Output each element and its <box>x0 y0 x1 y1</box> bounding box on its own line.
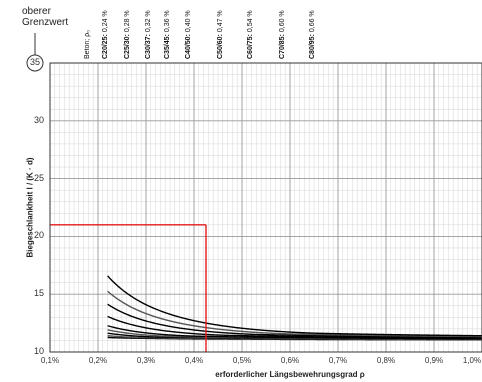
upper-limit-marker <box>26 54 44 72</box>
x-tick-label: 1,0% <box>462 356 482 365</box>
concrete-class-label: C20/25: 0,24 % <box>102 10 109 59</box>
y-tick-label: 15 <box>33 288 44 299</box>
series-curves <box>107 275 482 341</box>
x-tick-label: 0,5% <box>232 356 252 365</box>
concrete-class-label: C60/75: 0,54 % <box>247 10 254 59</box>
concrete-class-label: C80/95: 0,66 % <box>309 10 316 59</box>
x-tick-label: 0,6% <box>280 356 300 365</box>
upper-limit-label: oberer Grenzwert <box>22 6 69 28</box>
y-tick-label: 30 <box>33 114 44 125</box>
y-tick-label: 20 <box>33 230 44 241</box>
concrete-class-label: C40/50: 0,40 % <box>185 10 192 59</box>
upper-limit-value: 35 <box>29 57 40 67</box>
x-tick-label: 0,7% <box>328 356 348 365</box>
x-tick-label: 0,8% <box>376 356 396 365</box>
minor-gridlines <box>50 63 482 352</box>
concrete-class-label: C35/45: 0,36 % <box>164 10 171 59</box>
x-tick-label: 0,1% <box>40 356 60 365</box>
y-axis-title: Biegeschlankheit l / (K · d) <box>25 157 35 258</box>
concrete-header-label: Beton; ρ₀ <box>84 29 91 59</box>
series-curve-4 <box>107 325 482 340</box>
example-reading-lines <box>50 224 207 352</box>
y-tick-label: 25 <box>33 172 44 183</box>
plot-frame <box>49 62 482 353</box>
x-tick-label: 0,4% <box>184 356 204 365</box>
x-tick-label: 0,3% <box>136 356 156 365</box>
y-tick-label: 10 <box>33 346 44 356</box>
concrete-class-label: C50/60: 0,47 % <box>217 10 224 59</box>
concrete-class-label: C30/37: 0,32 % <box>145 10 152 59</box>
series-curve-5 <box>107 315 482 339</box>
concrete-class-label: C70/85: 0,60 % <box>279 10 286 59</box>
x-tick-label: 0,2% <box>88 356 108 365</box>
x-tick-label: 0,9% <box>424 356 444 365</box>
series-curve-6 <box>107 303 482 338</box>
series-curve-8 <box>107 275 482 337</box>
concrete-class-label: C25/30: 0,28 % <box>124 10 131 59</box>
x-axis-title: erforderlicher Längsbewehrungsgrad ρ <box>215 370 365 379</box>
series-curve-7 <box>107 290 482 338</box>
